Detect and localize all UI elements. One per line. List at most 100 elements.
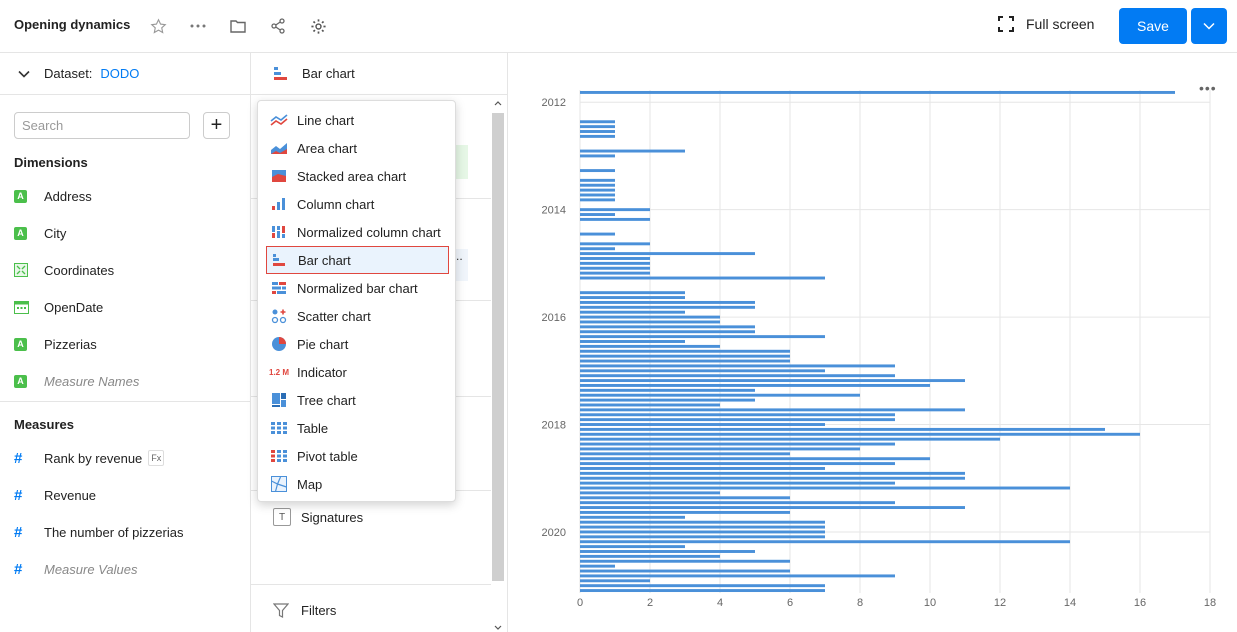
bar[interactable] xyxy=(580,486,1070,490)
bar[interactable] xyxy=(580,193,615,197)
dimension-item[interactable]: A Address xyxy=(14,185,92,207)
menu-item-map[interactable]: Map xyxy=(266,470,449,498)
bar[interactable] xyxy=(580,208,650,212)
bar[interactable] xyxy=(580,535,825,539)
bar[interactable] xyxy=(580,388,755,392)
bar[interactable] xyxy=(580,364,895,368)
dimension-item[interactable]: Coordinates xyxy=(14,259,114,281)
bar[interactable] xyxy=(580,476,965,480)
gear-icon[interactable] xyxy=(305,13,331,39)
save-button[interactable]: Save xyxy=(1119,8,1187,44)
menu-item-scatter-chart[interactable]: Scatter chart xyxy=(266,302,449,330)
filters-section[interactable]: Filters xyxy=(273,603,336,618)
bar[interactable] xyxy=(580,525,825,529)
bar[interactable] xyxy=(580,569,790,573)
bar[interactable] xyxy=(580,354,790,358)
menu-item-column-chart[interactable]: Column chart xyxy=(266,190,449,218)
bar[interactable] xyxy=(580,344,720,348)
bar[interactable] xyxy=(580,427,1105,431)
bar[interactable] xyxy=(580,305,755,309)
bar[interactable] xyxy=(580,423,825,426)
bar[interactable] xyxy=(580,554,720,558)
bar[interactable] xyxy=(580,574,895,578)
bar[interactable] xyxy=(580,374,895,378)
chart-type-selector[interactable]: Bar chart xyxy=(251,53,507,95)
menu-item-normalized-column-chart[interactable]: Normalized column chart xyxy=(266,218,449,246)
bar[interactable] xyxy=(580,296,685,300)
bar[interactable] xyxy=(580,564,615,568)
scroll-down-icon[interactable] xyxy=(494,625,502,631)
bar[interactable] xyxy=(580,584,825,588)
bar[interactable] xyxy=(580,398,755,402)
bar[interactable] xyxy=(580,579,650,583)
bar[interactable] xyxy=(580,403,720,407)
bar[interactable] xyxy=(580,447,860,451)
bar[interactable] xyxy=(580,325,755,329)
bar[interactable] xyxy=(580,515,685,519)
bar[interactable] xyxy=(580,408,965,412)
bar[interactable] xyxy=(580,261,650,265)
bar[interactable] xyxy=(580,276,825,280)
bar[interactable] xyxy=(580,315,720,319)
bar[interactable] xyxy=(580,379,965,383)
bar[interactable] xyxy=(580,452,790,456)
bar[interactable] xyxy=(580,496,790,500)
bar[interactable] xyxy=(580,291,685,295)
bar[interactable] xyxy=(580,335,825,339)
menu-item-stacked-area-chart[interactable]: Stacked area chart xyxy=(266,162,449,190)
menu-item-bar-chart[interactable]: Bar chart xyxy=(266,246,449,274)
bar[interactable] xyxy=(580,559,790,563)
bar[interactable] xyxy=(580,530,825,534)
folder-icon[interactable] xyxy=(225,13,251,39)
menu-item-pivot-table[interactable]: Pivot table xyxy=(266,442,449,470)
bar[interactable] xyxy=(580,169,615,173)
bar[interactable] xyxy=(580,545,685,549)
measure-item[interactable]: # The number of pizzerias xyxy=(14,523,184,541)
star-icon[interactable] xyxy=(145,13,171,39)
save-options-button[interactable] xyxy=(1191,8,1227,44)
menu-item-normalized-bar-chart[interactable]: Normalized bar chart xyxy=(266,274,449,302)
bar[interactable] xyxy=(580,330,755,334)
bar[interactable] xyxy=(580,462,895,466)
bar[interactable] xyxy=(580,252,755,256)
bar[interactable] xyxy=(580,491,720,495)
measure-item[interactable]: # Measure Values xyxy=(14,560,138,578)
bar[interactable] xyxy=(580,149,685,153)
bar[interactable] xyxy=(580,481,895,485)
add-field-button[interactable]: + xyxy=(203,112,230,139)
menu-item-area-chart[interactable]: Area chart xyxy=(266,134,449,162)
scroll-up-icon[interactable] xyxy=(494,100,502,106)
search-input[interactable]: Search xyxy=(14,112,190,139)
bar[interactable] xyxy=(580,359,790,363)
bar[interactable] xyxy=(580,471,965,475)
bar[interactable] xyxy=(580,154,615,158)
bar[interactable] xyxy=(580,310,685,314)
bar[interactable] xyxy=(580,198,615,202)
bar[interactable] xyxy=(580,457,930,461)
bar[interactable] xyxy=(580,520,825,524)
bar[interactable] xyxy=(580,413,895,417)
bar[interactable] xyxy=(580,550,755,553)
menu-item-table[interactable]: Table xyxy=(266,414,449,442)
bar[interactable] xyxy=(580,467,825,470)
bar[interactable] xyxy=(580,501,895,505)
bar[interactable] xyxy=(580,320,720,324)
bar[interactable] xyxy=(580,188,615,192)
bar[interactable] xyxy=(580,213,615,216)
bar[interactable] xyxy=(580,120,615,124)
bar[interactable] xyxy=(580,266,650,270)
menu-item-line-chart[interactable]: Line chart xyxy=(266,106,449,134)
dataset-name[interactable]: DODO xyxy=(100,66,140,81)
bar[interactable] xyxy=(580,217,650,221)
bar[interactable] xyxy=(580,242,650,246)
bar[interactable] xyxy=(580,393,860,397)
menu-item-tree-chart[interactable]: Tree chart xyxy=(266,386,449,414)
more-icon[interactable] xyxy=(185,13,211,39)
bar[interactable] xyxy=(580,437,1000,441)
bar[interactable] xyxy=(580,130,615,133)
scrollbar[interactable] xyxy=(492,113,504,581)
share-icon[interactable] xyxy=(265,13,291,39)
bar[interactable] xyxy=(580,589,825,593)
bar[interactable] xyxy=(580,134,615,138)
bar[interactable] xyxy=(580,125,615,129)
